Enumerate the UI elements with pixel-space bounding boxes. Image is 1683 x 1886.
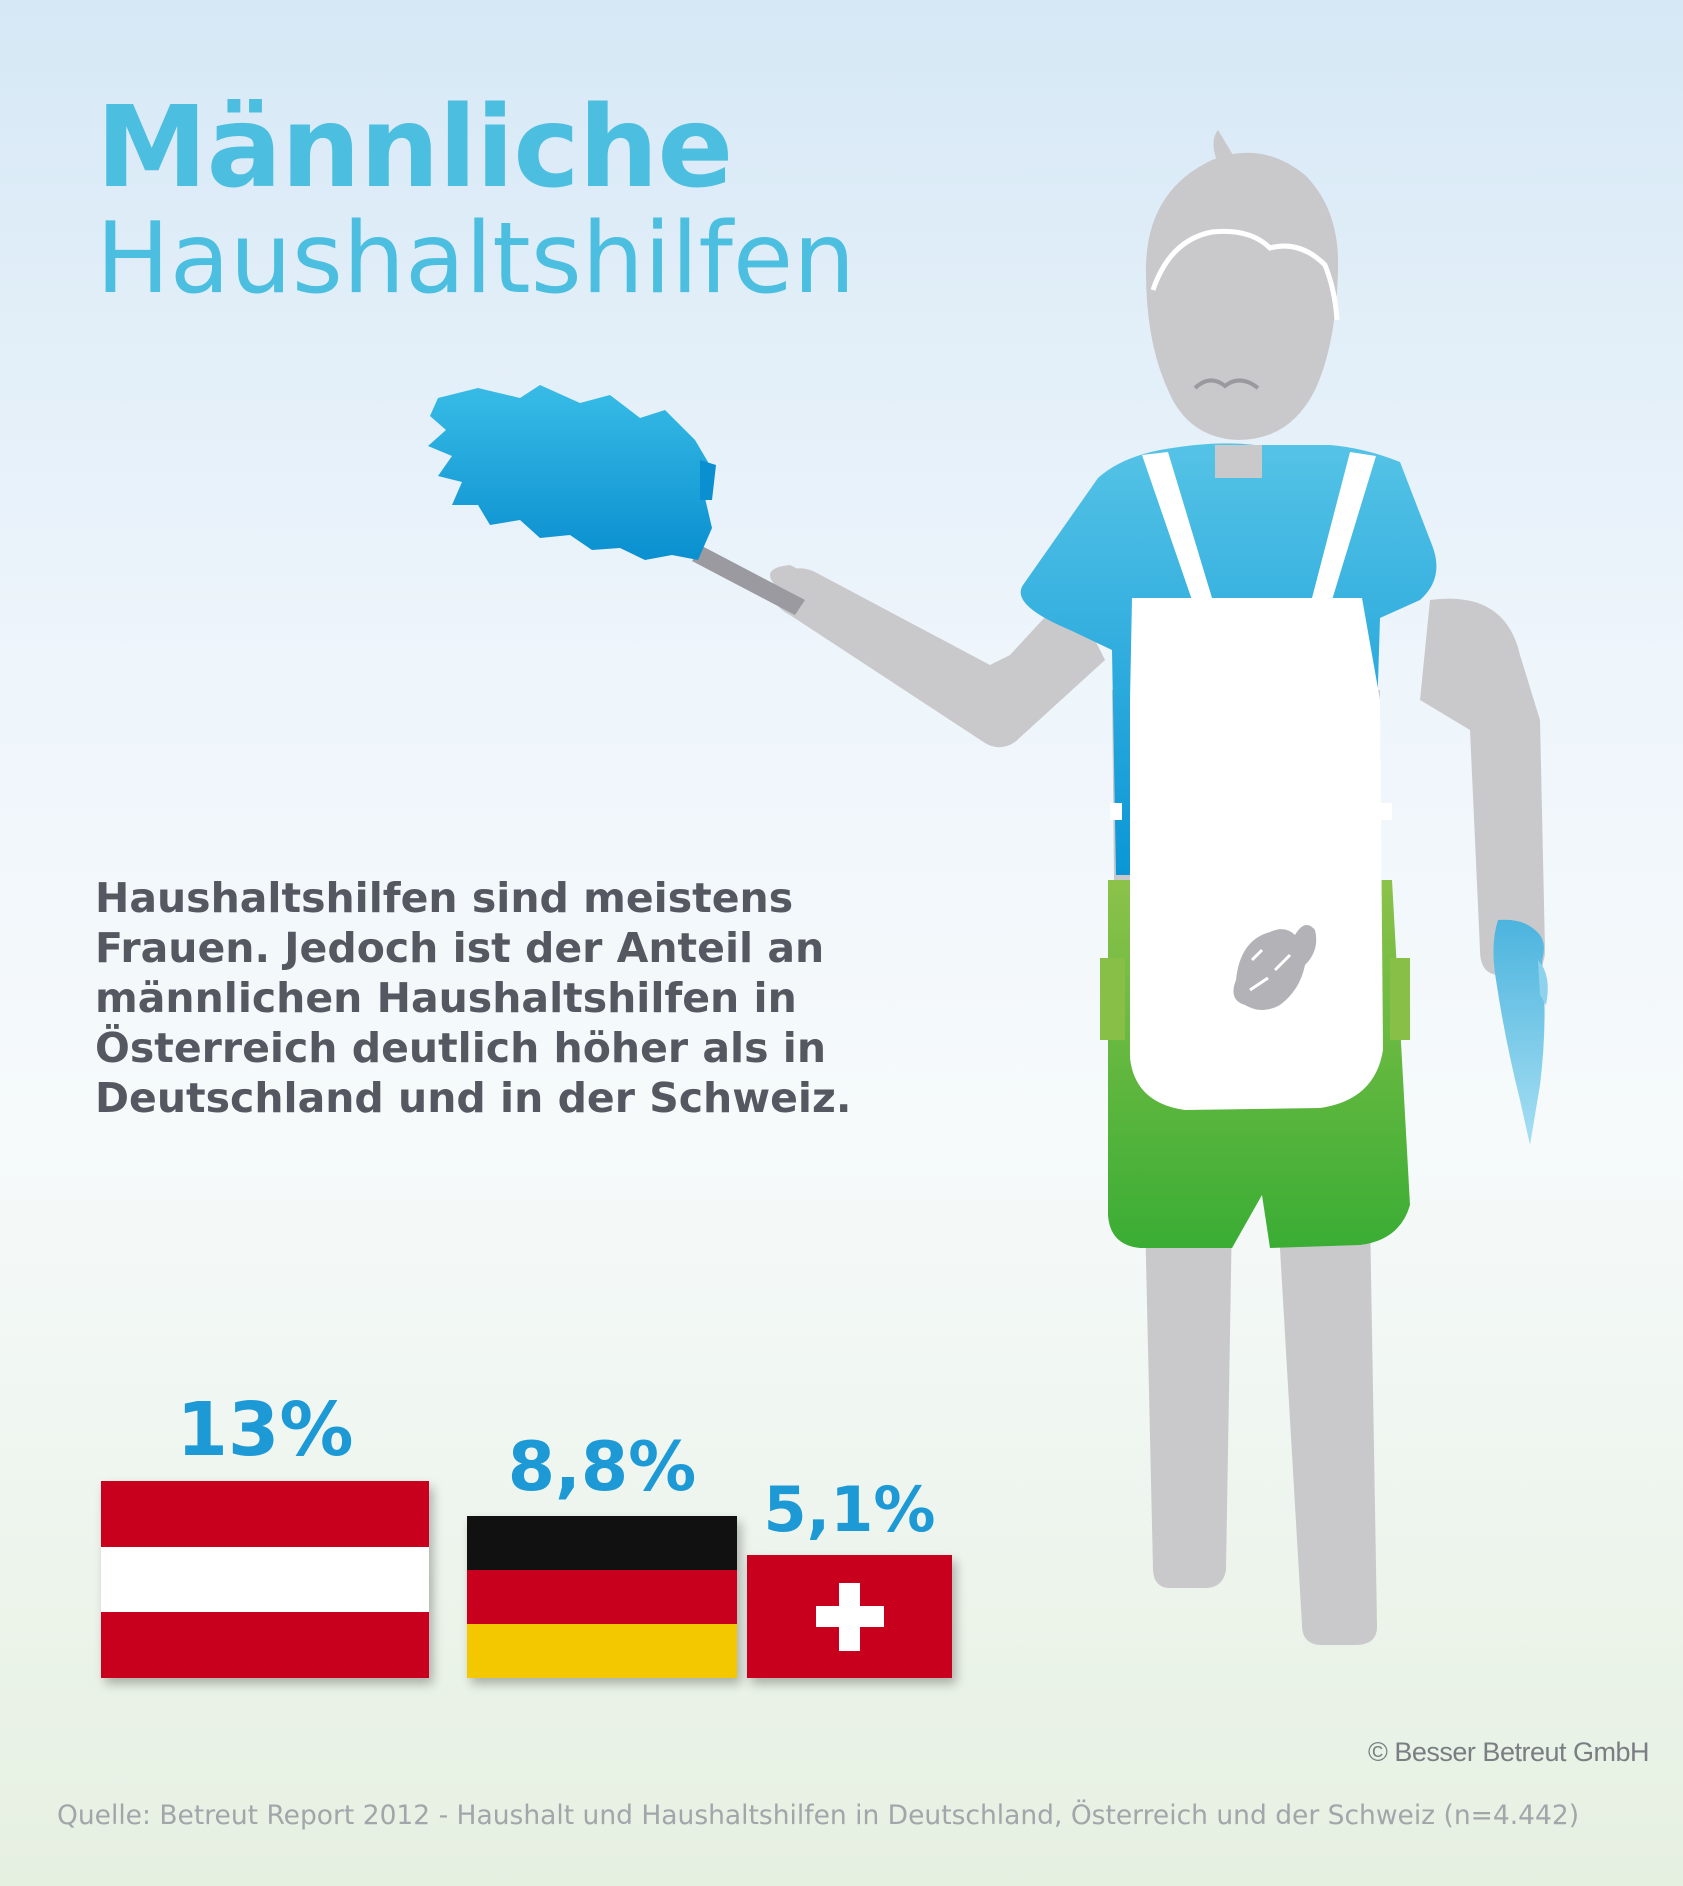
feather-duster-icon [428, 385, 712, 560]
head [1145, 152, 1339, 440]
source-note: Quelle: Betreut Report 2012 - Haushalt u… [57, 1800, 1580, 1831]
flag-stripe [467, 1570, 737, 1624]
title-line-light: Haushaltshilfen [96, 202, 856, 316]
right-leg [1278, 1215, 1378, 1645]
flag-stripe [467, 1516, 737, 1571]
description-text: Haushaltshilfen sind meistens Frauen. Je… [95, 873, 895, 1123]
apron-strap-left [1142, 452, 1212, 600]
swiss-cross-icon [816, 1606, 884, 1627]
hanging-arm [1420, 598, 1545, 975]
value-label-germany: 8,8% [507, 1428, 697, 1507]
germany-flag-bar [467, 1516, 737, 1678]
copyright-notice: © Besser Betreut GmbH [1368, 1737, 1650, 1767]
raised-arm [771, 568, 1105, 748]
apron [1130, 598, 1383, 1110]
left-leg [1145, 1215, 1232, 1588]
description-line: Frauen. Jedoch ist der Anteil an [95, 924, 825, 972]
flag-stripe [101, 1612, 429, 1678]
flag-stripe [467, 1623, 737, 1678]
flag-stripe [101, 1546, 429, 1613]
apron-strap-right [1312, 452, 1376, 600]
description-line: Deutschland und in der Schweiz. [95, 1074, 852, 1122]
title-line-bold: Männliche [96, 83, 733, 213]
description-line: männlichen Haushaltshilfen in [95, 974, 797, 1022]
austria-flag-bar [101, 1481, 429, 1678]
duster-handle [692, 546, 805, 615]
description-line: Österreich deutlich höher als in [95, 1024, 827, 1072]
flag-stripe [101, 1481, 429, 1547]
value-label-austria: 13% [176, 1387, 354, 1473]
value-label-switzerland: 5,1% [763, 1473, 936, 1546]
hair-tuft [1213, 130, 1236, 160]
description-line: Haushaltshilfen sind meistens [95, 874, 794, 922]
cleaning-cloth-icon [1493, 919, 1545, 1145]
switzerland-flag-bar [747, 1555, 952, 1678]
